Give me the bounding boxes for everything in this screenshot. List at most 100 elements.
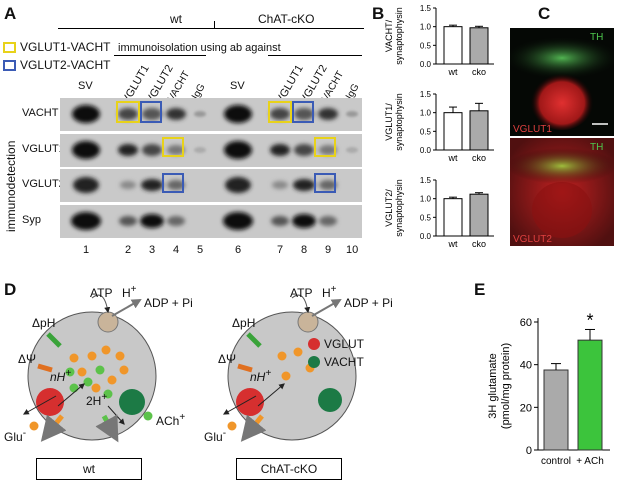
immunoisolation-label: immunoisolation using ab against [118,42,281,54]
psi-wt: ΔΨ [18,352,37,366]
bar-1 [577,339,603,451]
th-label-1: TH [590,32,604,43]
row-syp: Syp [22,214,41,226]
significance-asterisk: * [586,310,593,330]
y-axis-label-1: 3H glutamate [487,353,499,418]
legend-vglut2-label: VGLUT2-VACHT [20,58,111,72]
nh-wt: nH+ [50,368,72,384]
ph-cko: ΔpH [232,316,256,330]
lane-4: 4 [173,244,180,256]
y-axis-label-2: synaptophysin [394,7,404,65]
y-tick-label: 1.5 [420,176,432,185]
panel-b-chart-2: 0.0 0.5 1.0 1.5 wt cko VGLUT1/synaptophysin [384,90,494,163]
vglut2-label-c: VGLUT2 [513,234,552,245]
bar-cko [469,27,489,65]
panel-b-chart-1: 0.0 0.5 1.0 1.5 wt cko VACHT/synaptophysin [384,4,494,77]
immunodetection-label: immunodetection [4,140,18,232]
lane-2: 2 [125,244,132,256]
atp-wt: ATP [90,286,113,300]
highlight-vglut2-vacht-cko [292,101,314,123]
psi-cko: ΔΨ [218,352,237,366]
y-tick-label: 1.0 [420,109,432,118]
vglut1-label-c: VGLUT1 [513,124,552,135]
legend-vacht-dot [308,356,320,368]
x-tick-label: cko [472,239,486,249]
x-tick-label: cko [472,67,486,77]
lane-7: 7 [277,244,284,256]
y-axis-label-1: VACHT/ [384,19,394,52]
highlight-vglut1-vacht-cko [268,101,292,123]
adp-cko: ADP + Pi [344,296,393,310]
wt-header: wt [170,12,182,26]
lane-9: 9 [325,244,332,256]
atp-cko: ATP [290,286,313,300]
panel-b-chart-3: 0.0 0.5 1.0 1.5 wt cko VGLUT2/synaptophysin [384,176,494,249]
col-sv-2: SV [230,80,245,92]
y-tick-label: 0.5 [420,127,432,136]
legend-vglut-label: VGLUT [324,337,365,351]
y-axis-label-2: (pmol/mg protein) [500,343,512,429]
y-tick-label: 0.5 [420,213,432,222]
h-cko: H+ [322,284,337,300]
row-vglut1: VGLUT1 [22,143,65,155]
panel-b-charts: 0.0 0.5 1.0 1.5 wt cko VACHT/synaptophysin 0.0 0… [384,4,494,249]
y-tick-label: 0.0 [420,60,432,69]
x-tick-label: wt [448,67,458,77]
wt-condition-box: wt [36,458,142,480]
y-tick-label: 20 [520,402,532,414]
panel-letter-a: A [4,4,17,23]
micrograph-vglut2 [510,138,614,246]
y-tick-label: 1.0 [420,23,432,32]
y-axis-label-2: synaptophysin [394,93,404,151]
highlight-vacht-vglut2-wt [162,173,184,193]
x-tick-label: + ACh [576,456,604,467]
bar-wt [443,26,463,65]
ph-wt: ΔpH [32,316,56,330]
lane-10: 10 [346,244,359,256]
lane-3: 3 [149,244,156,256]
bar-wt [443,198,463,237]
x-tick-label: control [541,456,571,467]
x-tick-label: wt [448,153,458,163]
y-tick-label: 0.0 [420,146,432,155]
th-label-2: TH [590,142,604,153]
lane-8: 8 [301,244,308,256]
panel-e-chart: 0 20 40 60 control + ACh * 3H glutamate (pmol/mg… [487,310,610,467]
h-wt: H+ [122,284,137,300]
blot-bands [71,105,358,230]
col-sv-1: SV [78,80,93,92]
y-axis-label-1: VGLUT2/ [384,189,394,227]
lane-6: 6 [235,244,242,256]
cko-header: ChAT-cKO [258,12,315,26]
bar-wt [443,112,463,151]
nh-cko: nH+ [250,368,272,384]
bar-0 [543,369,569,451]
two-h-wt: 2H+ [86,392,108,408]
legend-vglut1-swatch [3,42,16,53]
y-tick-label: 1.0 [420,195,432,204]
y-tick-label: 60 [520,317,532,329]
bar-cko [469,110,489,151]
highlight-vglut2-vacht-wt [140,101,162,123]
row-vglut2: VGLUT2 [22,178,65,190]
glu-wt: Glu- [4,428,27,444]
row-vacht: VACHT [22,107,59,119]
legend-vglut1-label: VGLUT1-VACHT [20,40,111,54]
y-tick-label: 0.0 [420,232,432,241]
y-axis-label-2: synaptophysin [394,179,404,237]
vesicle-diagram [22,294,357,443]
panel-letter-d: D [4,280,17,299]
header-divider [214,21,215,29]
legend-vglut2-swatch [3,60,16,71]
lane-1: 1 [83,244,90,256]
y-tick-label: 40 [520,360,532,372]
micrograph-vglut1 [510,28,614,136]
iso-line-wt [114,55,206,56]
legend-vacht-label: VACHT [324,355,364,369]
lane-5: 5 [197,244,204,256]
highlight-vacht-vglut2-cko [314,173,336,193]
y-tick-label: 0 [526,445,532,457]
bar-cko [469,193,489,237]
ach-wt: ACh+ [156,412,186,428]
y-tick-label: 1.5 [420,4,432,13]
